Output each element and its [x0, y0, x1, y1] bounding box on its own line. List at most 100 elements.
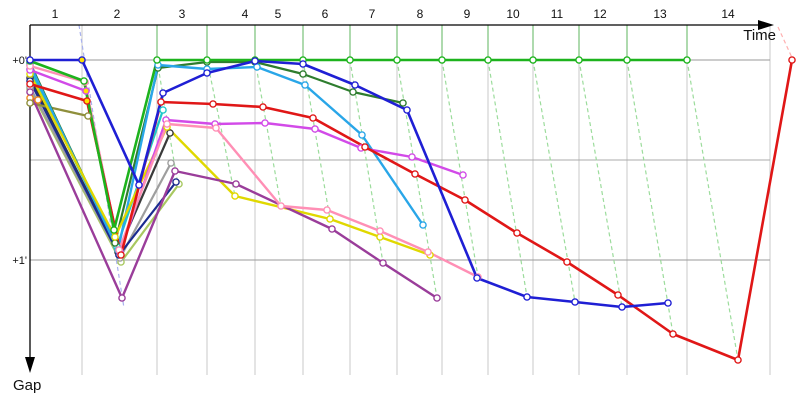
- runner-purple-marker: [171, 167, 179, 175]
- runner-magenta-marker: [311, 125, 319, 133]
- runner-red-marker: [83, 97, 91, 105]
- gap-axis-title: Gap: [13, 377, 41, 394]
- runner-darkgreen-marker: [111, 239, 119, 247]
- runner-navy-marker: [172, 178, 180, 186]
- runner-darkgreen-marker: [399, 99, 407, 107]
- runner-purple-marker: [26, 88, 34, 96]
- x-tick-label-8: 8: [417, 7, 424, 21]
- runner-green-marker: [346, 56, 354, 64]
- runner-blue-marker: [571, 298, 579, 306]
- runner-yellow-marker: [111, 233, 119, 241]
- runner-blue-marker: [473, 274, 481, 282]
- runner-pink-marker: [424, 248, 432, 256]
- runner-blue-marker: [78, 56, 86, 64]
- runner-red-marker: [157, 98, 165, 106]
- runner-blue-marker: [664, 299, 672, 307]
- runner-cyan-marker: [159, 106, 167, 114]
- runner-red-marker: [411, 170, 419, 178]
- runner-blue-marker: [618, 303, 626, 311]
- runner-blue-line: [30, 58, 669, 309]
- control-13-line: [686, 59, 739, 361]
- time-axis-arrow-icon: [758, 20, 774, 30]
- x-tick-label-5: 5: [275, 7, 282, 21]
- runner-red-marker: [26, 80, 34, 88]
- x-tick-label-7: 7: [369, 7, 376, 21]
- gap-axis-arrow-icon: [25, 357, 35, 373]
- runner-skyblue-marker: [301, 81, 309, 89]
- x-tick-label-10: 10: [506, 7, 520, 21]
- runner-red-marker: [309, 114, 317, 122]
- runner-skyblue-marker: [419, 221, 427, 229]
- runner-purple-marker: [232, 180, 240, 188]
- runner-red-marker: [461, 196, 469, 204]
- runner-magenta-marker: [82, 87, 90, 95]
- runner-blue-marker: [251, 57, 259, 65]
- control-10-line: [532, 59, 576, 303]
- runner-magenta-marker: [261, 119, 269, 127]
- control-11-line: [578, 59, 623, 308]
- runner-pink-marker: [212, 124, 220, 132]
- runner-skyblue-marker: [253, 63, 261, 71]
- runner-yellow-marker: [326, 215, 334, 223]
- runner-cyan-line: [29, 68, 165, 249]
- control-3-line: [206, 59, 236, 197]
- runner-blue-marker: [403, 106, 411, 114]
- control-5-line: [302, 59, 331, 220]
- runner-green-marker: [80, 77, 88, 85]
- runner-red-marker: [259, 103, 267, 111]
- runner-red-marker: [117, 251, 125, 259]
- runner-green-marker: [393, 56, 401, 64]
- x-tick-label-9: 9: [464, 7, 471, 21]
- x-tick-label-4: 4: [242, 7, 249, 21]
- runner-purple-marker: [118, 294, 126, 302]
- x-tick-label-2: 2: [114, 7, 121, 21]
- runner-magenta-line: [29, 68, 464, 254]
- runner-black-marker: [166, 129, 174, 137]
- runner-green-marker: [623, 56, 631, 64]
- x-tick-label-11: 11: [551, 7, 564, 21]
- runner-purple-marker: [433, 294, 441, 302]
- runner-green-marker: [529, 56, 537, 64]
- runner-red-marker: [361, 143, 369, 151]
- x-tick-label-6: 6: [322, 7, 329, 21]
- runner-green-marker: [153, 56, 161, 64]
- runner-orange-marker: [34, 96, 42, 104]
- runner-pink-marker: [323, 206, 331, 214]
- runner-red-marker: [513, 229, 521, 237]
- runner-blue-marker: [203, 69, 211, 77]
- x-tick-label-12: 12: [593, 7, 607, 21]
- runner-red-marker: [563, 258, 571, 266]
- runner-purple-marker: [379, 259, 387, 267]
- runner-darkgreen-line: [29, 60, 404, 245]
- x-tick-label-14: 14: [721, 7, 735, 21]
- runner-darkgreen-marker: [299, 70, 307, 78]
- runner-blue-marker: [299, 60, 307, 68]
- runner-red-marker: [734, 356, 742, 364]
- runner-red-marker: [788, 56, 796, 64]
- runner-magenta-marker: [459, 171, 467, 179]
- runner-olive-line: [29, 101, 89, 118]
- runner-red-marker: [209, 100, 217, 108]
- runner-yellow-marker: [231, 192, 239, 200]
- runner-green-marker: [438, 56, 446, 64]
- runner-skyblue-marker: [358, 131, 366, 139]
- time-axis-title: Time: [743, 27, 776, 44]
- runner-olive-marker: [26, 99, 34, 107]
- runner-blue-marker: [523, 293, 531, 301]
- runner-blue-marker: [135, 181, 143, 189]
- runner-red-marker: [669, 330, 677, 338]
- runner-blue-marker: [159, 89, 167, 97]
- control-8-line: [441, 59, 479, 278]
- control-9-line: [487, 59, 528, 298]
- runner-darkgreen-marker: [349, 88, 357, 96]
- runner-green-marker: [110, 226, 118, 234]
- runner-yellow-marker: [376, 233, 384, 241]
- runner-purple-marker: [328, 225, 336, 233]
- y-tick-label: +0': [12, 55, 27, 67]
- runner-green-marker: [575, 56, 583, 64]
- control-7-line: [396, 59, 438, 299]
- runner-gray-marker: [167, 159, 175, 167]
- runner-olive-marker: [84, 112, 92, 120]
- runner-red-marker: [614, 291, 622, 299]
